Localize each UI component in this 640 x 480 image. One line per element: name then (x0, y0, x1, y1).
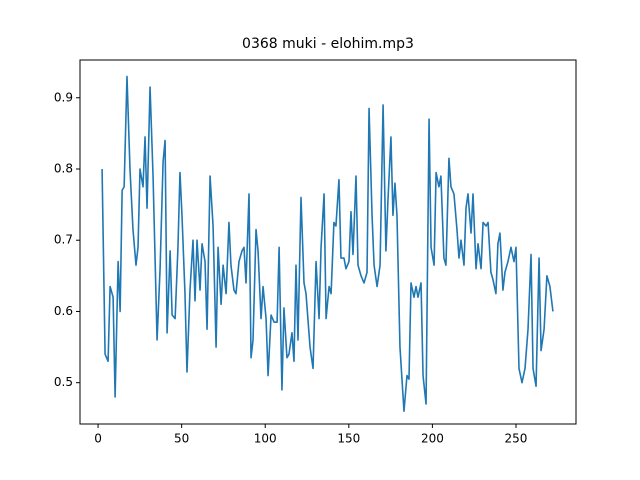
x-tick-label: 50 (174, 432, 189, 446)
y-tick-label: 0.6 (54, 304, 73, 318)
y-tick-label: 0.5 (54, 375, 73, 389)
data-line (101, 75, 554, 412)
x-tick-label: 0 (94, 432, 102, 446)
y-tick-label: 0.8 (54, 161, 73, 175)
x-tick-label: 200 (421, 432, 444, 446)
x-tick-label: 100 (254, 432, 277, 446)
y-tick-label: 0.7 (54, 233, 73, 247)
y-tick-label: 0.9 (54, 90, 73, 104)
axes-frame (79, 59, 577, 425)
x-tick-label: 250 (505, 432, 528, 446)
x-tick-label: 150 (337, 432, 360, 446)
chart-title: 0368 muki - elohim.mp3 (242, 36, 414, 52)
